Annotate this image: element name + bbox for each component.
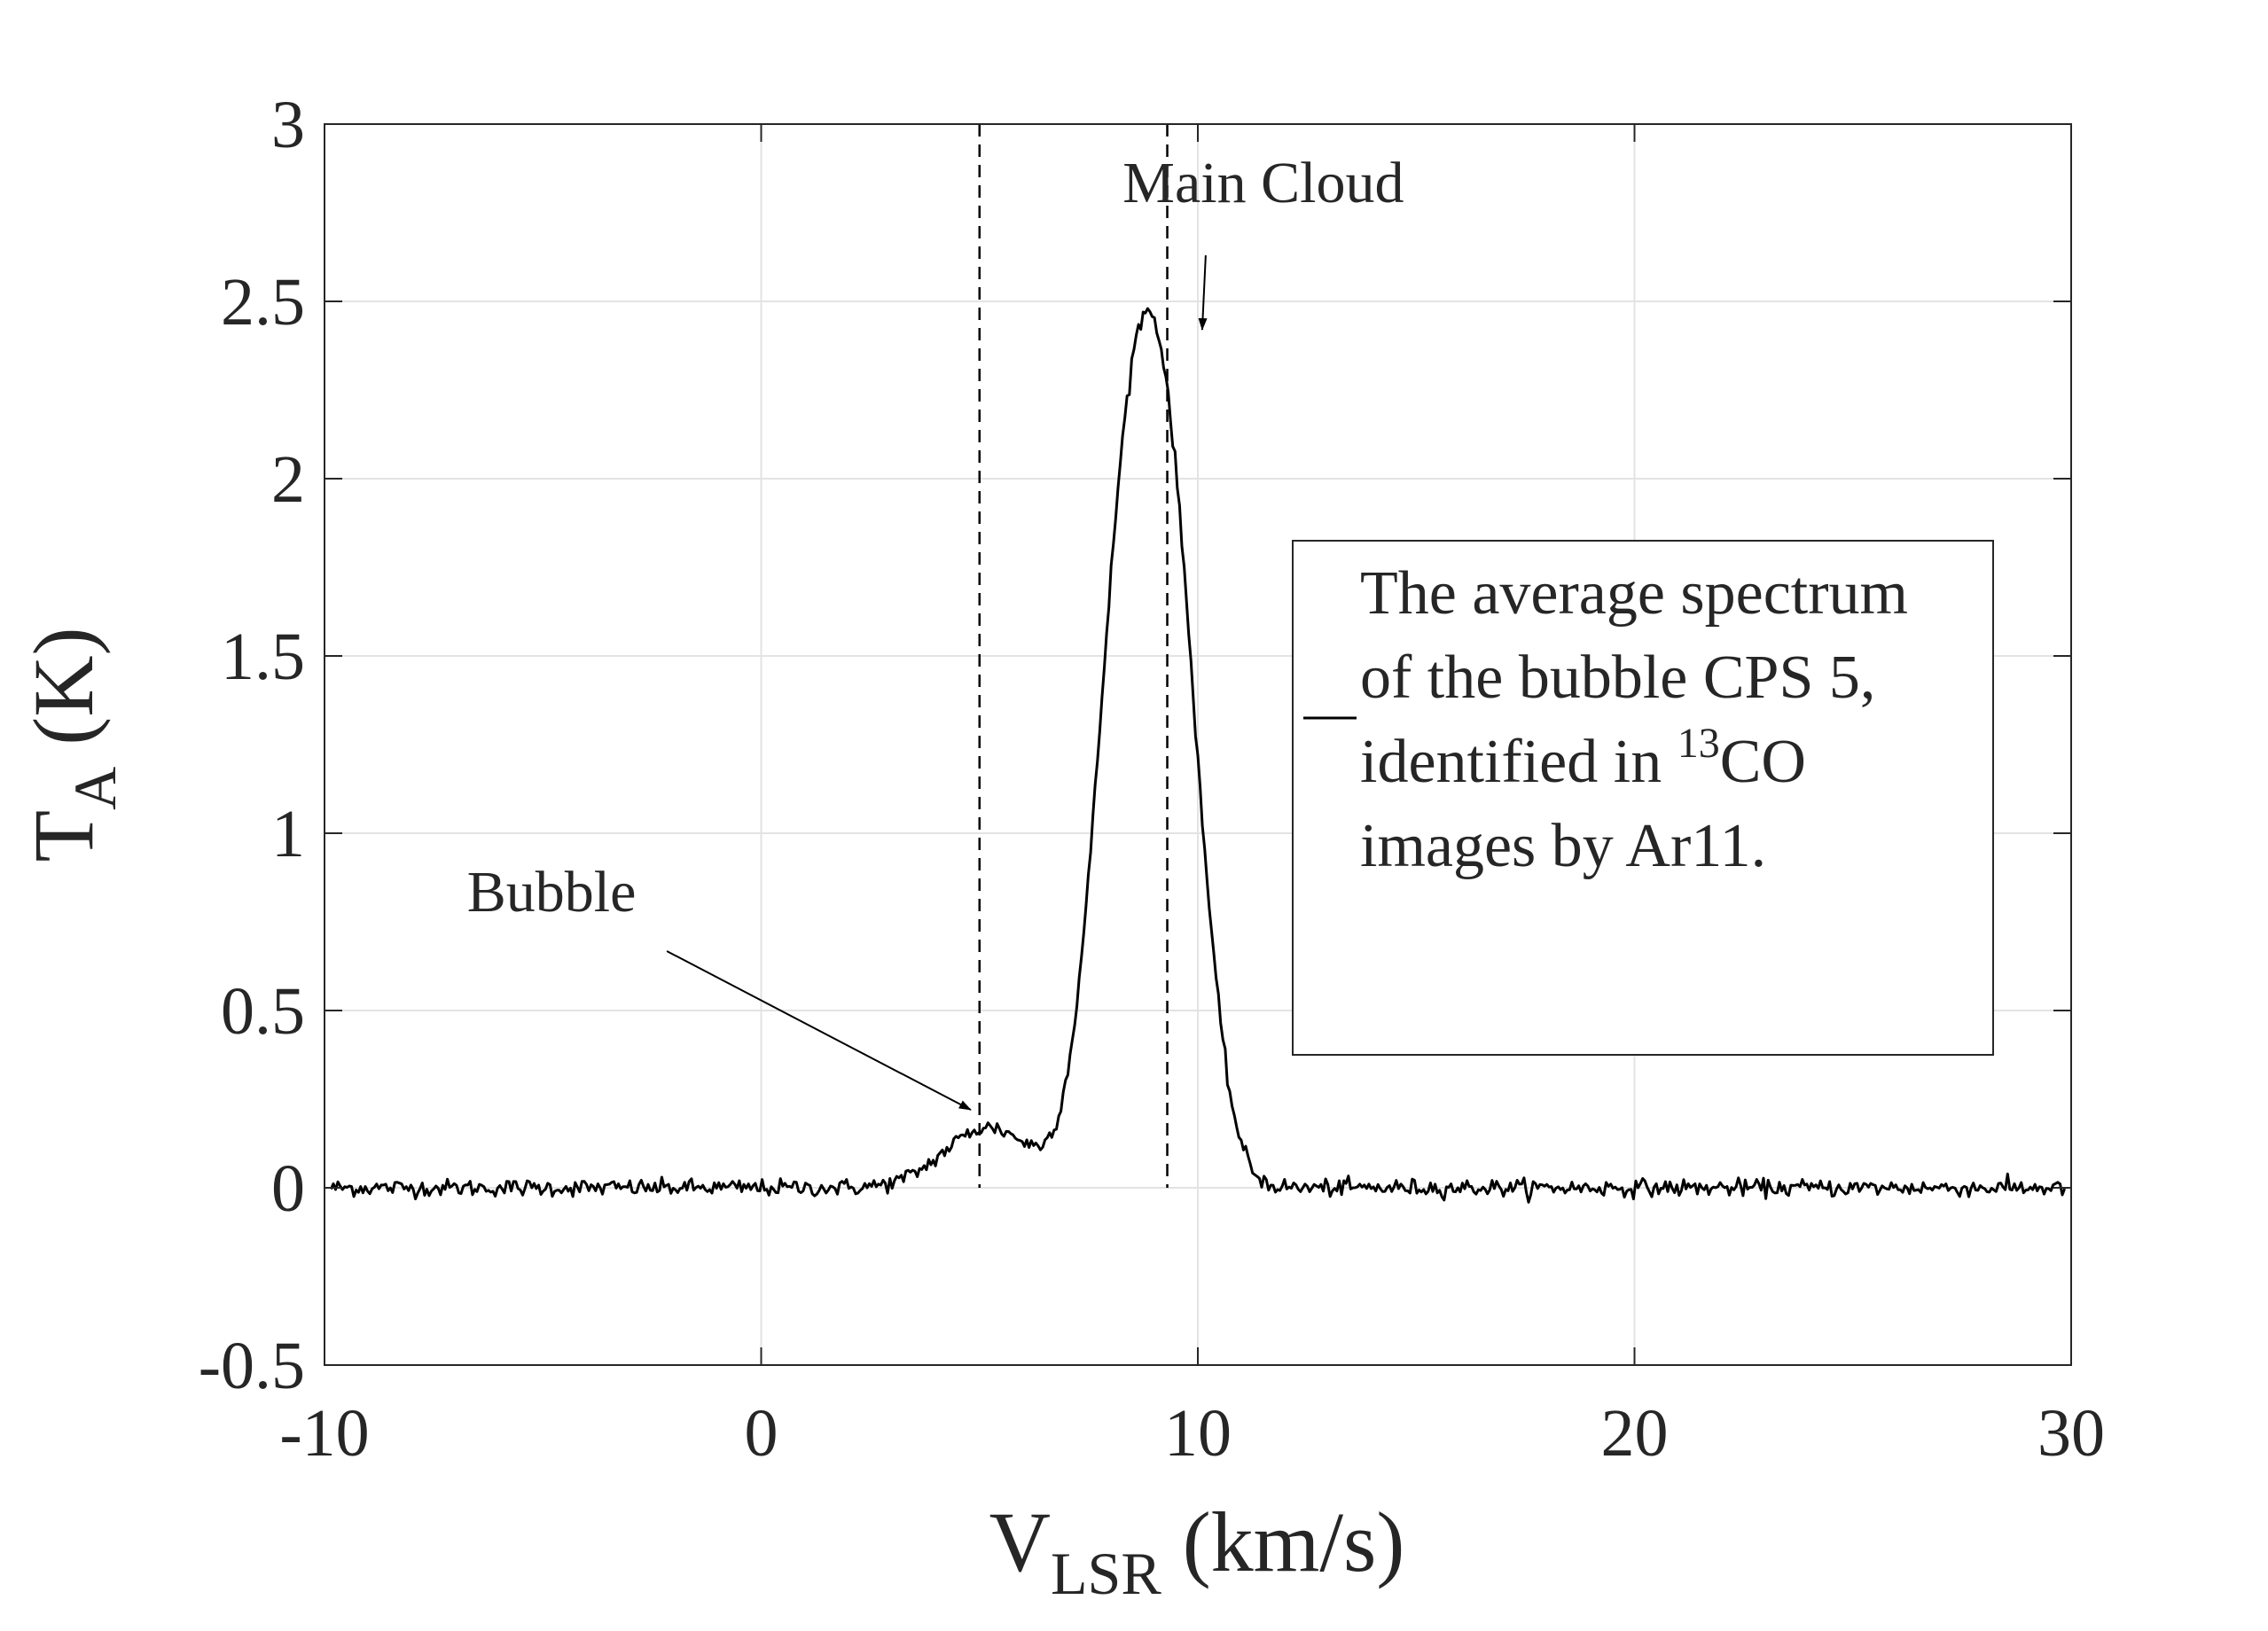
legend-isotope-main: CO	[1720, 728, 1806, 796]
legend-text-line-4: images by Ar11.	[1360, 812, 1766, 880]
x-axis-label-sub: LSR	[1051, 1540, 1161, 1607]
x-tick-label-0: -10	[279, 1396, 369, 1471]
x-tick-label-3: 20	[1601, 1396, 1669, 1471]
y-tick-label-6: 2.5	[221, 265, 305, 339]
axis-ticks: -10 0 10 20 30 -0.5 0 0.5 1 1.5 2 2.5 3	[199, 88, 2105, 1471]
x-axis-label-main: V	[989, 1494, 1051, 1589]
velocity-markers	[978, 124, 1169, 1188]
x-axis-label: VLSR (km/s)	[989, 1494, 1405, 1607]
x-axis-label-unit: (km/s)	[1161, 1494, 1405, 1589]
x-tick-label-2: 10	[1164, 1396, 1232, 1471]
spectrum-series	[330, 307, 2067, 1204]
legend-text-line-3: identified in 13CO	[1360, 720, 1806, 796]
annotation-label-main-cloud: Main Cloud	[1122, 151, 1404, 215]
legend-isotope-superscript: 13	[1678, 720, 1720, 767]
y-axis-label: TA (K)	[16, 627, 129, 862]
x-tick-label-4: 30	[2037, 1396, 2105, 1471]
legend-text-identified: identified in	[1360, 728, 1678, 796]
y-axis-label-main: T	[16, 810, 111, 862]
annotations: Bubble Main Cloud	[467, 151, 1404, 1111]
y-tick-label-5: 2	[271, 442, 305, 517]
legend-text-line-2: of the bubble CPS 5,	[1360, 644, 1875, 712]
y-tick-label-3: 1	[271, 797, 305, 871]
y-tick-label-1: 0	[271, 1151, 305, 1226]
annotation-arrow-main-cloud	[1198, 254, 1208, 331]
y-tick-label-2: 0.5	[221, 974, 305, 1049]
y-tick-label-0: -0.5	[199, 1329, 305, 1403]
annotation-label-bubble: Bubble	[467, 860, 637, 925]
y-axis-label-sub: A	[61, 767, 129, 810]
x-tick-label-1: 0	[745, 1396, 778, 1471]
legend: The average spectrum of the bubble CPS 5…	[1292, 540, 1994, 1056]
legend-box	[1292, 540, 1994, 1056]
legend-text-line-1: The average spectrum	[1360, 559, 1908, 628]
spectrum-line	[330, 307, 2067, 1204]
y-tick-label-7: 3	[271, 88, 305, 162]
annotation-arrow-bubble	[666, 950, 972, 1111]
y-tick-label-4: 1.5	[221, 620, 305, 694]
y-axis-label-unit: (K)	[16, 627, 111, 766]
